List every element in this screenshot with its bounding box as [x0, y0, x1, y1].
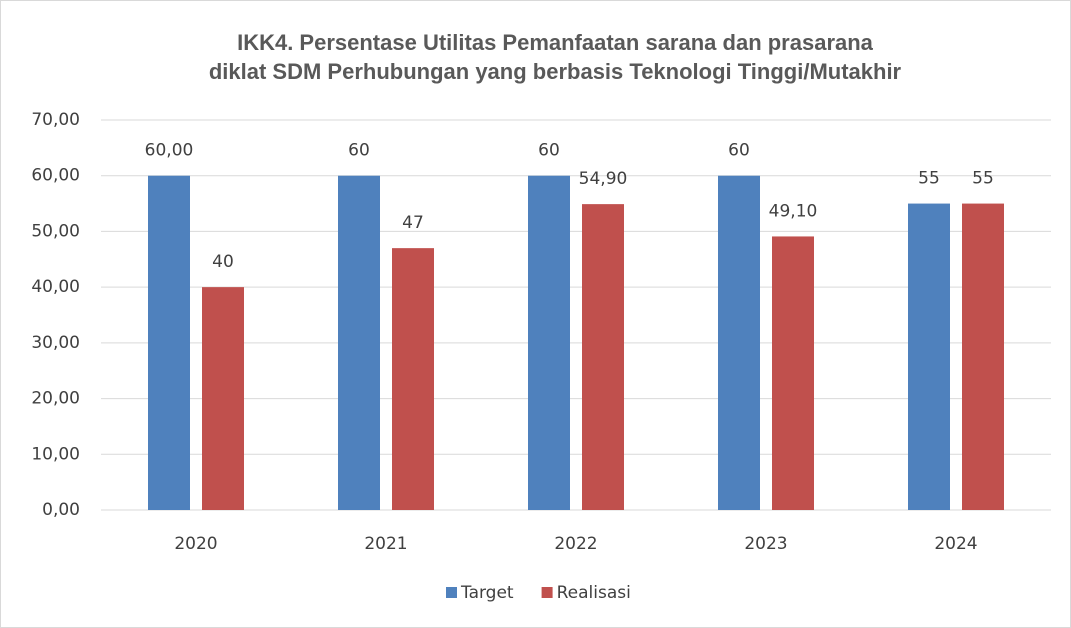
x-tick-label: 2022: [554, 534, 597, 554]
y-tick-label: 60,00: [31, 166, 80, 186]
legend-label: Target: [460, 583, 514, 603]
bar: [202, 287, 244, 510]
y-tick-label: 70,00: [31, 110, 80, 130]
data-label: 49,10: [769, 201, 818, 221]
bar: [392, 248, 434, 510]
bar: [962, 203, 1004, 511]
x-tick-label: 2021: [364, 534, 407, 554]
data-label: 60: [728, 141, 750, 161]
data-label: 55: [918, 169, 940, 189]
data-label: 55: [972, 169, 994, 189]
x-tick-label: 2023: [744, 534, 787, 554]
legend-label: Realisasi: [557, 583, 631, 603]
chart-title: diklat SDM Perhubungan yang berbasis Tek…: [209, 59, 902, 84]
data-label: 47: [402, 213, 424, 233]
y-tick-label: 50,00: [31, 221, 80, 241]
x-tick-label: 2020: [174, 534, 217, 554]
data-label: 60: [538, 141, 560, 161]
data-label: 40: [212, 252, 234, 272]
chart-title: IKK4. Persentase Utilitas Pemanfaatan sa…: [237, 30, 874, 55]
bar: [582, 204, 624, 510]
data-label: 60,00: [145, 141, 194, 161]
y-tick-label: 40,00: [31, 277, 80, 297]
bar: [148, 175, 190, 510]
x-tick-label: 2024: [934, 534, 977, 554]
bar: [908, 203, 950, 511]
legend-swatch: [446, 587, 457, 598]
data-label: 54,90: [579, 169, 628, 189]
bar: [772, 236, 814, 510]
y-tick-label: 30,00: [31, 333, 80, 353]
y-tick-label: 10,00: [31, 444, 80, 464]
bar: [718, 175, 760, 510]
y-tick-label: 0,00: [42, 500, 80, 520]
y-tick-label: 20,00: [31, 389, 80, 409]
bar: [528, 175, 570, 510]
data-label: 60: [348, 141, 370, 161]
legend-swatch: [541, 587, 553, 598]
bar: [338, 175, 380, 510]
